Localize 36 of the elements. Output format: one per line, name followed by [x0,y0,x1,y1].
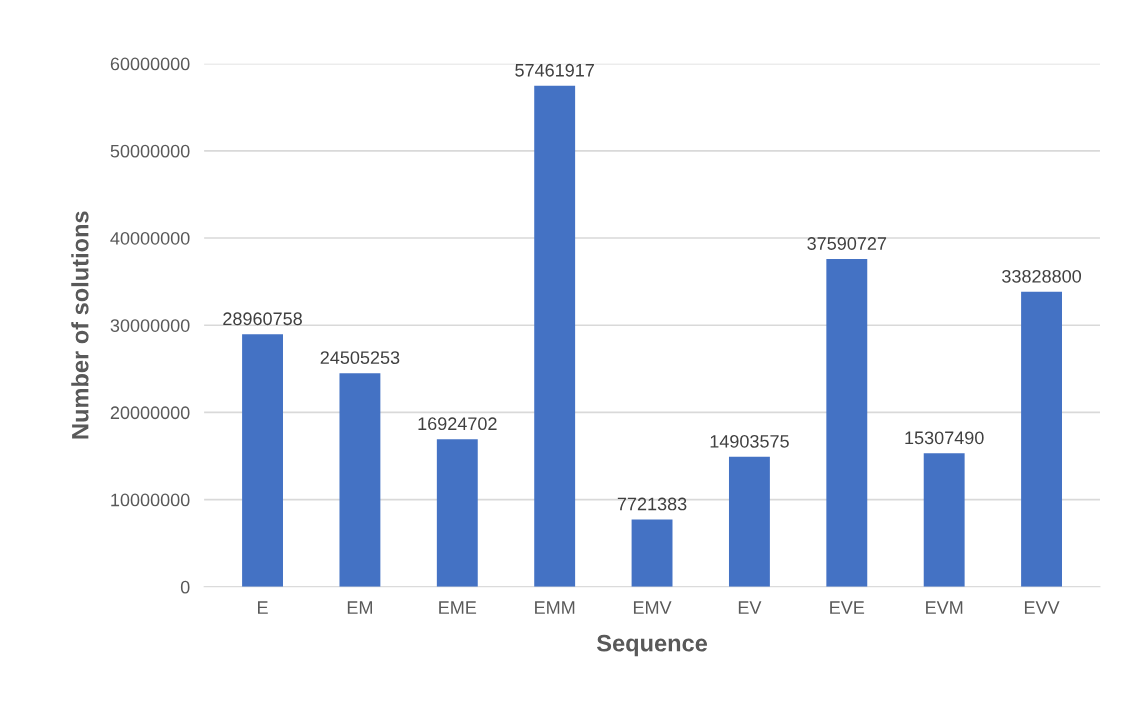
bar [728,456,770,587]
x-tick-label: EME [439,601,477,614]
data-label: 24505253 [320,351,400,365]
data-label: 14903575 [710,434,789,448]
x-tick-label: EVE [830,601,865,614]
bar [534,85,576,587]
y-axis-title: Number of solutions [71,211,89,439]
y-tick-label: 20000000 [110,406,190,420]
y-tick-label: 60000000 [110,57,190,71]
data-label: 16924702 [418,417,497,431]
y-tick-label: 50000000 [110,144,190,158]
data-label: 7721383 [617,497,687,511]
bar [826,259,868,587]
y-tick-label: 30000000 [110,319,190,332]
x-tick-label: EVM [926,601,963,614]
x-tick-label: EMM [535,601,575,614]
data-label: 57461917 [515,63,594,77]
x-tick-label: EV [738,601,762,614]
bar [242,334,283,587]
bar [436,439,478,587]
bar [339,373,381,587]
x-tick-label: E [258,601,268,614]
x-tick-label: EM [347,601,372,614]
y-tick-label: 10000000 [111,493,190,507]
x-tick-label: EVV [1024,601,1060,614]
bar [1021,291,1062,587]
data-label: 37590727 [807,237,887,250]
data-label: 33828800 [1002,269,1082,283]
data-label: 28960758 [223,312,302,326]
x-axis-title: Sequence [596,634,708,657]
bar [631,519,673,587]
bar [923,453,965,587]
data-label: 15307490 [905,431,984,445]
x-tick-label: EMV [633,601,672,614]
y-tick-label: 0 [180,580,190,594]
y-tick-label: 40000000 [110,231,190,245]
